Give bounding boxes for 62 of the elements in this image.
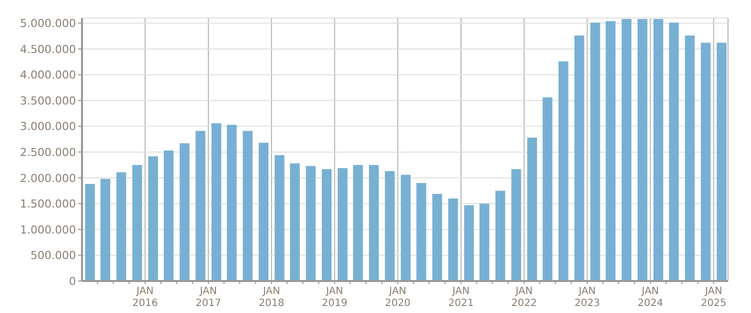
bar — [148, 156, 158, 281]
bar — [464, 205, 474, 281]
y-tick-label: 1.000.000 — [20, 223, 76, 236]
bar — [590, 22, 600, 281]
y-tick-label: 1.500.000 — [20, 198, 76, 211]
bar — [85, 184, 95, 281]
bar — [226, 124, 237, 281]
bar — [653, 19, 664, 281]
bar — [384, 171, 395, 281]
y-tick-label: 3.500.000 — [20, 94, 76, 108]
bar — [242, 130, 253, 281]
bar — [211, 123, 222, 281]
bar — [369, 164, 379, 281]
bar — [416, 183, 426, 281]
y-tick-label: 2.500.000 — [20, 146, 76, 159]
y-tick-label: 5.000.000 — [20, 17, 76, 30]
bar — [606, 21, 616, 281]
bar — [495, 190, 506, 281]
bar — [622, 19, 632, 281]
y-tick-label: 4.500.000 — [20, 42, 76, 56]
y-tick-label: 2.000.000 — [20, 172, 76, 185]
y-tick-label: 0 — [69, 274, 76, 288]
y-tick-label: 4.000.000 — [20, 68, 76, 82]
y-tick-label: 3.000.000 — [20, 120, 76, 134]
bar — [669, 22, 679, 281]
bar — [306, 166, 316, 281]
bar — [511, 169, 522, 281]
x-tick-label: JAN 2024 — [638, 286, 664, 309]
x-tick-label: JAN 2019 — [322, 286, 348, 309]
bar — [527, 138, 538, 281]
bar — [196, 130, 206, 281]
x-tick-label: JAN 2017 — [196, 286, 222, 309]
bar — [258, 142, 268, 281]
bar — [684, 36, 695, 281]
bar — [180, 143, 190, 281]
bar — [700, 42, 711, 281]
bar — [274, 155, 284, 281]
bar — [164, 150, 174, 281]
x-tick-label: JAN 2018 — [258, 286, 284, 309]
bar — [574, 36, 584, 281]
bar — [322, 169, 332, 281]
bar — [338, 168, 348, 281]
bar — [400, 174, 411, 281]
bar — [432, 194, 442, 281]
x-tick-label: JAN 2021 — [448, 286, 474, 309]
x-tick-label: JAN 2022 — [511, 286, 537, 309]
x-tick-label: JAN 2016 — [132, 286, 158, 309]
x-tick-label: JAN 2025 — [700, 286, 726, 309]
bar — [448, 198, 458, 281]
bar — [290, 163, 300, 281]
bar — [716, 42, 727, 281]
bar — [542, 97, 552, 281]
bar — [116, 172, 126, 281]
bar — [480, 204, 490, 281]
bar — [353, 164, 363, 281]
x-tick-label: JAN 2020 — [385, 286, 410, 309]
bar — [558, 61, 568, 281]
bar — [132, 164, 142, 281]
y-tick-label: 500.000 — [30, 249, 76, 262]
bar — [638, 19, 648, 281]
bar — [100, 178, 110, 281]
x-tick-label: JAN 2023 — [574, 286, 600, 309]
